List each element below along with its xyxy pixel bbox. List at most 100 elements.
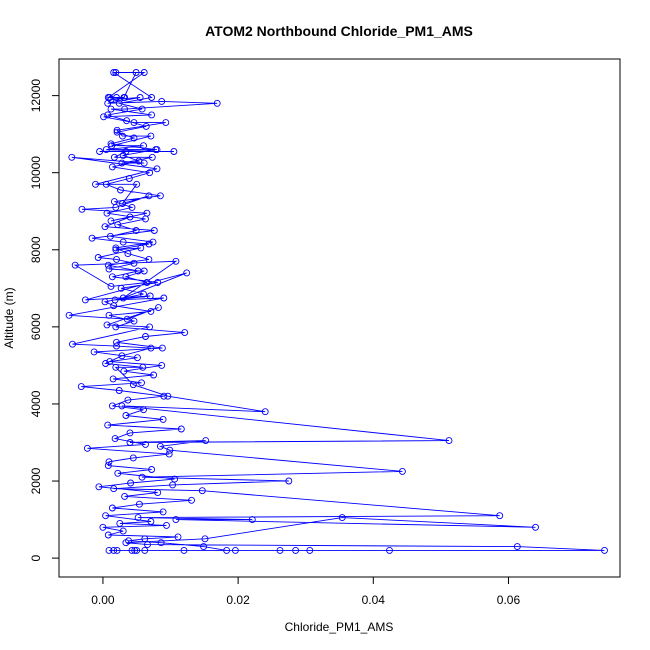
data-point [121, 492, 129, 500]
data-point [142, 215, 149, 223]
data-point [154, 489, 162, 497]
data-point [154, 279, 162, 286]
data-point [149, 238, 157, 246]
data-point [306, 546, 314, 554]
data-point [104, 261, 112, 269]
y-tick-label: 4000 [29, 390, 43, 417]
data-point [142, 122, 150, 130]
data-point [92, 180, 99, 188]
data-point [90, 348, 98, 356]
data-point [188, 496, 195, 504]
data-point [398, 467, 406, 475]
data-point [163, 521, 170, 529]
plot-frame [58, 58, 621, 578]
data-point [119, 294, 127, 302]
data-point [99, 523, 107, 531]
data-point [158, 361, 166, 369]
data-point [160, 392, 168, 400]
data-point [101, 223, 109, 231]
data-point [223, 546, 231, 554]
data-point [77, 383, 85, 391]
data-point [124, 396, 132, 404]
data-point [81, 296, 89, 304]
data-point [172, 257, 180, 265]
data-point [292, 546, 300, 554]
data-point [113, 126, 121, 134]
data-point [147, 518, 155, 525]
x-axis: 0.00 0.02 0.04 0.06 [91, 576, 520, 607]
data-point [153, 165, 161, 173]
data-point [159, 415, 167, 423]
data-point [171, 475, 179, 483]
data-point [68, 153, 76, 161]
data-point [276, 546, 284, 554]
data-point [113, 128, 121, 136]
data-point [120, 94, 128, 101]
data-point [386, 546, 393, 554]
data-point [133, 546, 141, 554]
data-point [113, 342, 120, 350]
data-point [128, 203, 136, 211]
data-point [150, 227, 158, 234]
data-point [231, 546, 239, 554]
data-point [118, 352, 126, 360]
data-point [78, 205, 86, 213]
data-point [261, 408, 269, 416]
data-point [138, 473, 146, 481]
y-tick-label: 8000 [29, 236, 43, 263]
data-point [117, 186, 124, 194]
data-point [114, 469, 122, 477]
y-tick-label: 10000 [29, 156, 43, 190]
data-point [110, 198, 118, 206]
y-tick-label: 0 [29, 554, 43, 561]
data-point [201, 535, 209, 543]
y-tick-label: 2000 [29, 467, 43, 494]
data-point [108, 273, 116, 281]
data-point [108, 163, 116, 171]
x-tick-label: 0.00 [91, 593, 115, 607]
data-point [177, 425, 185, 433]
series-line [69, 72, 605, 551]
data-point [113, 546, 121, 554]
data-point [137, 244, 145, 252]
data-point [104, 421, 112, 429]
data-point [104, 111, 112, 119]
data-point [110, 485, 118, 493]
data-point [88, 234, 96, 242]
data-point [112, 363, 120, 371]
data-point [166, 446, 174, 454]
data-point [134, 267, 142, 275]
data-point [141, 546, 149, 554]
data-point [248, 516, 256, 524]
data-point [116, 519, 124, 527]
x-tick-label: 0.02 [226, 593, 250, 607]
data-point [145, 192, 153, 200]
data-point [119, 238, 127, 246]
data-point [156, 442, 164, 450]
data-point [165, 450, 173, 458]
data-point [126, 429, 134, 437]
data-point [120, 367, 128, 375]
data-point [200, 543, 208, 551]
data-point [139, 363, 147, 371]
data-point [145, 240, 153, 248]
data-point [122, 273, 130, 281]
data-point [146, 323, 154, 331]
data-point [107, 105, 115, 113]
data-point [129, 454, 137, 462]
data-point [118, 402, 126, 410]
data-point [170, 148, 178, 155]
data-point [146, 169, 154, 177]
y-tick-label: 12000 [29, 79, 43, 113]
data-point [83, 444, 91, 452]
chart-title: ATOM2 Northbound Chloride_PM1_AMS [205, 23, 473, 39]
data-point [132, 227, 140, 234]
data-point [102, 180, 110, 188]
data-point [159, 508, 167, 516]
data-point [148, 153, 156, 161]
data-point [172, 516, 180, 524]
data-point [131, 546, 139, 554]
data-point [129, 381, 137, 389]
data-point [138, 105, 146, 113]
data-point [112, 246, 120, 254]
